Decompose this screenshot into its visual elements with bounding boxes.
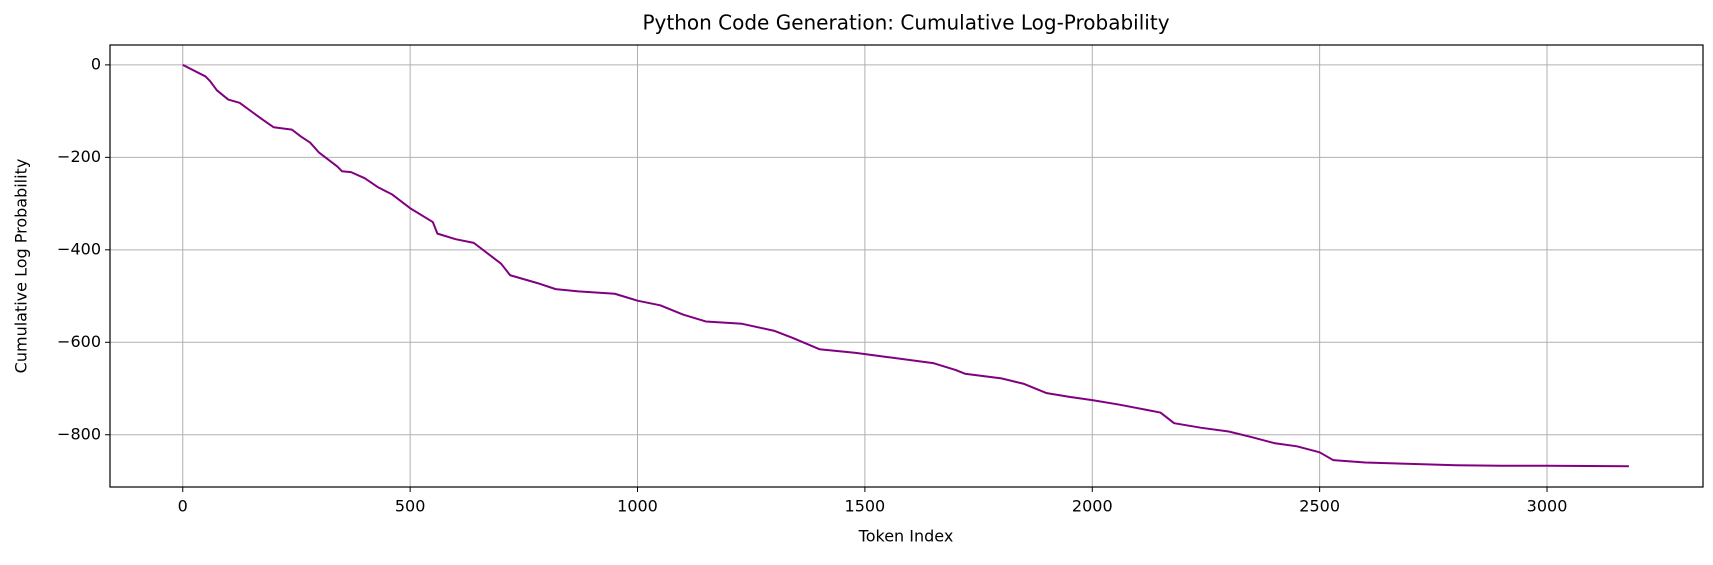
x-axis-label: Token Index bbox=[858, 527, 954, 546]
y-tick-label: −600 bbox=[57, 332, 101, 351]
x-tick-label: 2000 bbox=[1072, 497, 1113, 516]
y-tick-label: −200 bbox=[57, 147, 101, 166]
y-axis-label: Cumulative Log Probability bbox=[12, 159, 31, 374]
x-tick-label: 1500 bbox=[845, 497, 886, 516]
plot-frame bbox=[109, 44, 1704, 488]
data-line bbox=[182, 63, 1629, 468]
x-tick-label: 1000 bbox=[617, 497, 658, 516]
y-tick-label: 0 bbox=[91, 54, 101, 73]
y-tick-label: −400 bbox=[57, 239, 101, 258]
x-tick-label: 500 bbox=[395, 497, 426, 516]
x-tick-label: 3000 bbox=[1527, 497, 1568, 516]
chart-title: Python Code Generation: Cumulative Log-P… bbox=[642, 11, 1169, 35]
x-tick-label: 0 bbox=[178, 497, 188, 516]
y-tick-label: −800 bbox=[57, 424, 101, 443]
x-tick-label: 2500 bbox=[1299, 497, 1340, 516]
